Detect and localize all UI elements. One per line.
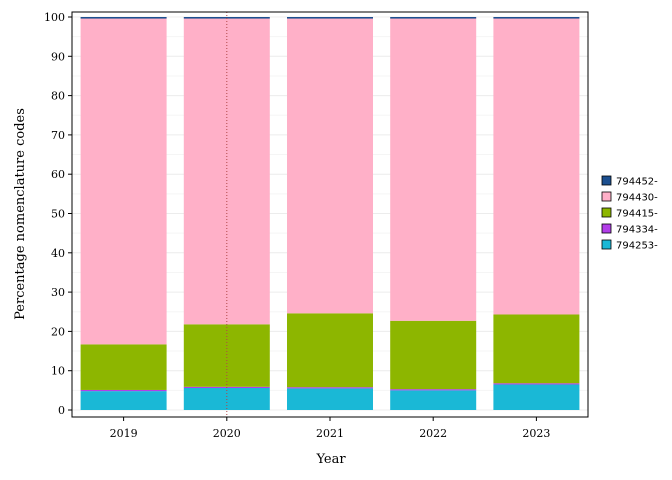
- legend-label: 794430-: [616, 193, 658, 204]
- bar-segment: [287, 313, 373, 388]
- legend-swatch: [601, 223, 612, 234]
- y-tick-label: 70: [51, 129, 65, 142]
- bar-segment: [287, 387, 373, 389]
- bar-segment: [287, 17, 373, 19]
- y-tick-label: 90: [51, 50, 65, 63]
- legend-label: 794334-: [616, 225, 658, 236]
- bars: [80, 17, 580, 410]
- x-axis-title: Year: [315, 452, 346, 467]
- bar-segment: [390, 389, 477, 391]
- bar-segment: [287, 18, 373, 314]
- x-tick-label: 2023: [522, 427, 550, 440]
- bar-segment: [493, 18, 580, 315]
- bar-segment: [80, 389, 167, 392]
- y-tick-label: 10: [51, 365, 65, 378]
- y-axis: 0 10 20 30 40 50 60 70 80 90 100: [44, 11, 72, 417]
- legend-label: 794452-: [616, 177, 658, 188]
- legend-item: 794452-: [601, 175, 658, 188]
- bar-segment: [390, 320, 477, 390]
- bar-segment: [183, 324, 270, 387]
- legend-item: 794430-: [601, 191, 658, 204]
- y-tick-label: 20: [51, 325, 65, 338]
- legend-swatch: [601, 191, 612, 202]
- y-tick-label: 40: [51, 247, 65, 260]
- bar-segment: [390, 17, 477, 19]
- bar-segment: [390, 390, 477, 410]
- legend-label: 794253-: [616, 241, 658, 252]
- bar-segment: [80, 18, 167, 345]
- bar-segment: [183, 387, 270, 410]
- x-axis: 2019 2020 2021 2022 2023: [110, 417, 550, 440]
- y-tick-label: 60: [51, 168, 65, 181]
- x-tick-label: 2019: [110, 427, 138, 440]
- bar-segment: [493, 314, 580, 384]
- legend-item: 794253-: [601, 239, 658, 252]
- y-tick-label: 50: [51, 208, 65, 221]
- bar-segment: [493, 383, 580, 385]
- x-tick-label: 2022: [419, 427, 447, 440]
- x-tick-label: 2020: [213, 427, 241, 440]
- bar-segment: [493, 384, 580, 410]
- legend-swatch: [601, 207, 612, 218]
- y-tick-label: 30: [51, 286, 65, 299]
- legend-item: 794415-: [601, 207, 658, 220]
- legend: 794452- 794430- 794415- 794334- 794253-: [601, 175, 658, 252]
- legend-swatch: [601, 175, 612, 186]
- bar-segment: [183, 17, 270, 19]
- bar-segment: [390, 18, 477, 321]
- y-axis-title: Percentage nomenclature codes: [13, 108, 28, 320]
- bar-segment: [80, 391, 167, 410]
- legend-swatch: [601, 239, 612, 250]
- legend-label: 794415-: [616, 209, 658, 220]
- bar-segment: [80, 344, 167, 390]
- bar-segment: [80, 17, 167, 19]
- y-tick-label: 0: [58, 404, 65, 417]
- bar-segment: [493, 17, 580, 19]
- y-tick-label: 100: [44, 11, 65, 24]
- x-tick-label: 2021: [316, 427, 344, 440]
- legend-item: 794334-: [601, 223, 658, 236]
- y-tick-label: 80: [51, 90, 65, 103]
- bar-segment: [287, 388, 373, 410]
